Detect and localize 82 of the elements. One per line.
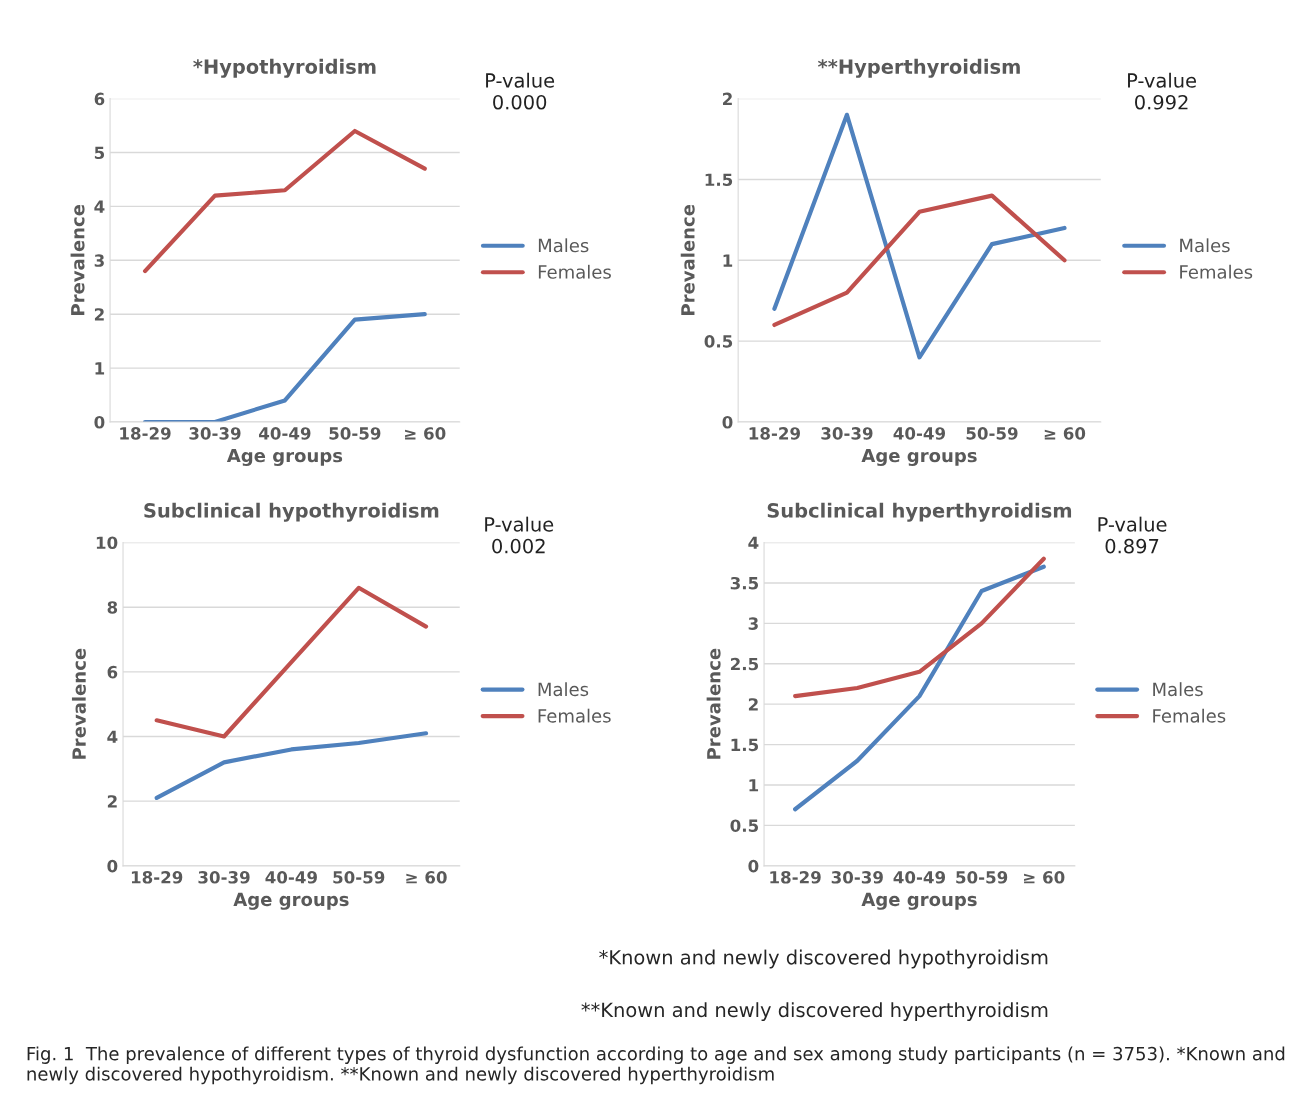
- y-tick-label: 4: [748, 536, 759, 549]
- y-tick-label: 6: [107, 665, 118, 679]
- text: P-value 0.002: [485, 516, 554, 554]
- x-tick-label: 18-29: [131, 871, 183, 884]
- chart-title: *Hypothyroidism: [193, 58, 376, 78]
- x-tick-label: 50-59: [333, 871, 385, 884]
- line-series: [793, 564, 1046, 812]
- x-tick-label: 50-59: [956, 871, 1008, 884]
- legend-label: Females: [1153, 708, 1226, 723]
- y-tick-label: 2: [94, 308, 104, 321]
- line-series: [154, 731, 429, 801]
- x-tick-label: ≥ 60: [1044, 427, 1086, 440]
- y-axis-title: Prevalence: [706, 648, 721, 759]
- x-tick-label: ≥ 60: [406, 871, 447, 884]
- y-tick-label: 1.5: [731, 738, 759, 752]
- y-tick-label: 0: [94, 415, 105, 429]
- y-tick-label: 2: [107, 795, 117, 808]
- y-axis-title: Prevalence: [70, 204, 85, 315]
- x-tick-label: ≥ 60: [1024, 871, 1065, 884]
- legend-label: Males: [538, 238, 589, 253]
- y-tick-label: 0: [722, 415, 733, 429]
- y-tick-label: 0: [107, 859, 118, 873]
- x-tick-label: 40-49: [893, 427, 946, 440]
- text: P-value 0.992: [1128, 72, 1196, 110]
- line-series: [772, 193, 1067, 328]
- y-tick-label: 2: [748, 698, 758, 711]
- y-tick-label: 3: [94, 254, 104, 267]
- caption: Fig. 1 The prevalence of different types of thyroid dysfunction according to age and sex among study participants (n = 3753). *Known and newly discovered hypothyroidism. **Known and newly discovered hyperthyroidism: [27, 1046, 1285, 1085]
- y-axis-title: Prevalence: [71, 648, 86, 759]
- x-tick-label: 30-39: [198, 871, 250, 884]
- legend-label: Females: [538, 708, 611, 723]
- x-tick-label: 30-39: [189, 427, 241, 440]
- legend-label: Males: [1180, 238, 1230, 253]
- legend-label: Males: [1153, 682, 1203, 697]
- y-tick-label: 2: [723, 92, 732, 105]
- y-tick-label: 10: [96, 536, 118, 550]
- y-tick-label: 1: [749, 779, 759, 792]
- y-tick-label: 6: [94, 92, 105, 106]
- text: **Known and newly discovered hyperthyroidism: [581, 1002, 1048, 1022]
- chart-title: Subclinical hypothyroidism: [144, 502, 439, 522]
- x-tick-label: 18-29: [749, 427, 800, 440]
- y-tick-label: 5: [94, 146, 105, 160]
- x-tick-label: 50-59: [329, 427, 381, 440]
- x-tick-label: 18-29: [120, 427, 171, 440]
- line-series: [793, 556, 1046, 699]
- y-axis-title: Prevalence: [680, 204, 695, 315]
- y-tick-label: 0: [748, 859, 759, 873]
- x-axis-title: Age groups: [861, 448, 977, 466]
- y-tick-label: 1: [95, 362, 105, 375]
- x-tick-label: ≥ 60: [405, 427, 446, 440]
- y-tick-label: 8: [107, 601, 118, 614]
- y-tick-label: 3: [748, 617, 758, 630]
- y-tick-label: 1: [723, 254, 733, 267]
- x-axis-title: Age groups: [233, 892, 349, 910]
- x-tick-label: 50-59: [966, 427, 1018, 440]
- x-tick-label: 30-39: [831, 871, 883, 884]
- chart-title: Subclinical hyperthyroidism: [767, 502, 1072, 522]
- x-tick-label: 18-29: [770, 871, 821, 884]
- y-tick-label: 2.5: [730, 657, 759, 671]
- y-tick-label: 1.5: [705, 173, 733, 187]
- line-series: [154, 585, 429, 739]
- legend-label: Females: [1180, 264, 1253, 279]
- x-tick-label: 30-39: [821, 427, 873, 440]
- y-tick-label: 4: [107, 730, 118, 743]
- line-series: [772, 112, 1067, 360]
- legend-label: Females: [538, 264, 611, 279]
- text: P-value 0.897: [1098, 516, 1167, 554]
- chart-title: **Hyperthyroidism: [817, 58, 1020, 78]
- x-tick-label: 40-49: [265, 871, 317, 884]
- line-series: [142, 312, 427, 422]
- y-tick-label: 0.5: [704, 335, 733, 348]
- text: *Known and newly discovered hypothyroidism: [599, 949, 1048, 969]
- x-tick-label: 40-49: [893, 871, 946, 884]
- legend-label: Males: [538, 682, 589, 697]
- text: P-value 0.000: [486, 72, 555, 110]
- x-axis-title: Age groups: [861, 892, 977, 910]
- x-axis-title: Age groups: [226, 448, 343, 466]
- y-tick-label: 4: [94, 200, 105, 213]
- x-tick-label: 40-49: [259, 427, 311, 440]
- y-tick-label: 3.5: [730, 576, 759, 590]
- line-series: [142, 128, 427, 274]
- y-tick-label: 0.5: [730, 819, 759, 832]
